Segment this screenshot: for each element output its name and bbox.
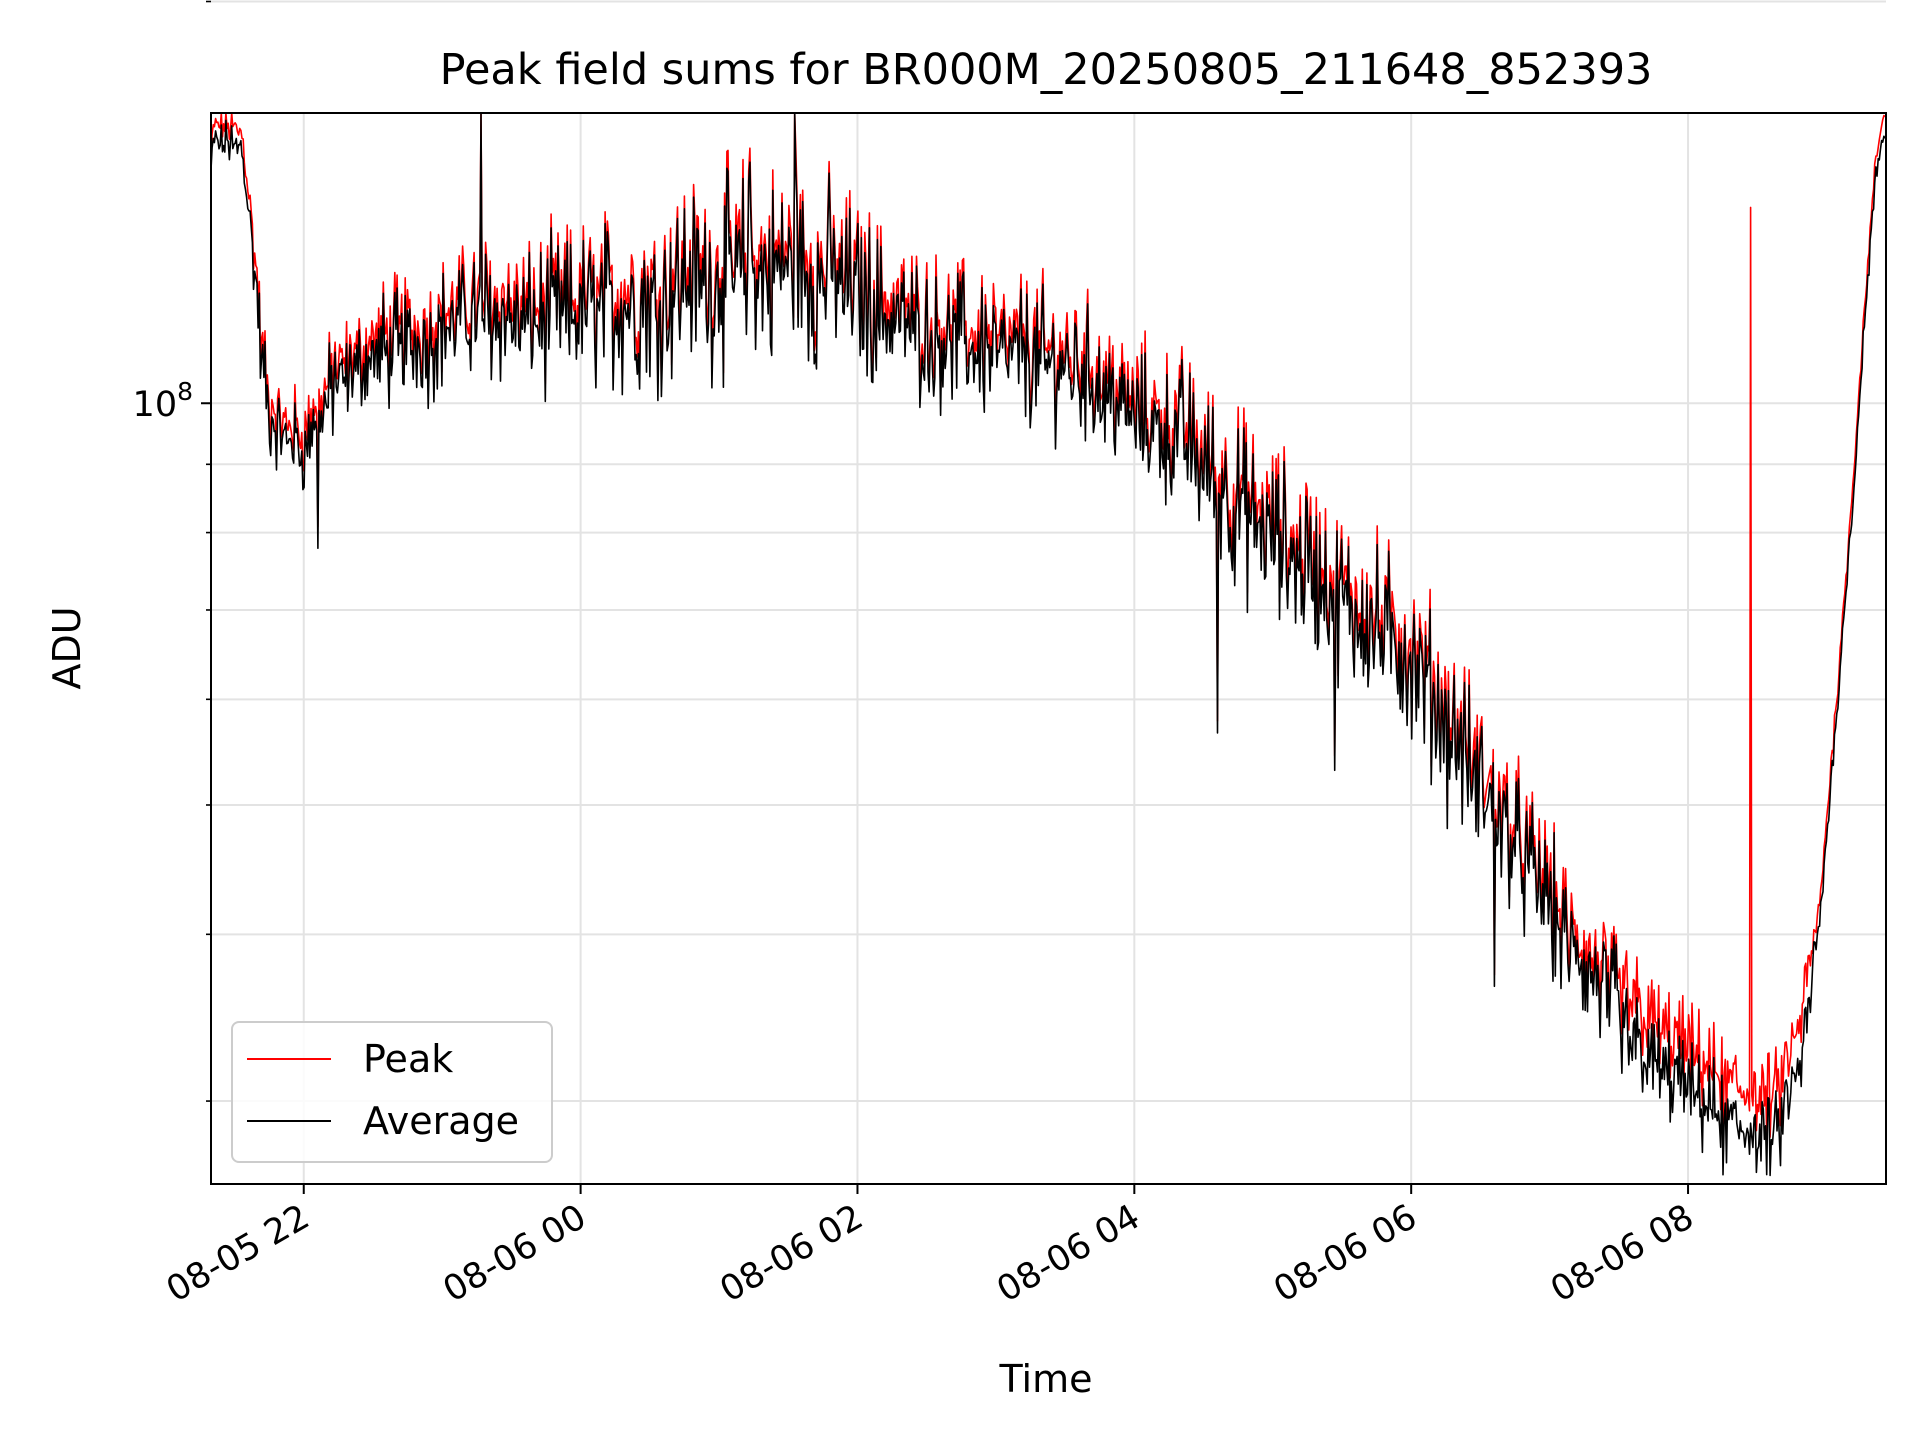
legend-average-label: Average: [363, 1099, 519, 1143]
legend: Peak Average: [231, 1021, 553, 1163]
y-axis-label: ADU: [45, 606, 89, 689]
y-tick-label-exponent: 8: [177, 377, 193, 406]
series-layer: [211, 113, 1886, 1177]
plot-frame: [210, 112, 1887, 1185]
legend-box: [231, 1021, 553, 1163]
chart-title: Peak field sums for BR000M_20250805_2116…: [440, 45, 1653, 95]
series-average-line: [211, 113, 1886, 1177]
grid-layer: [211, 0, 1886, 1184]
legend-peak-label: Peak: [363, 1037, 453, 1081]
y-tick-label: 108: [133, 377, 193, 425]
x-axis-label: Time: [999, 1357, 1093, 1401]
y-tick-label-base: 10: [133, 385, 178, 425]
